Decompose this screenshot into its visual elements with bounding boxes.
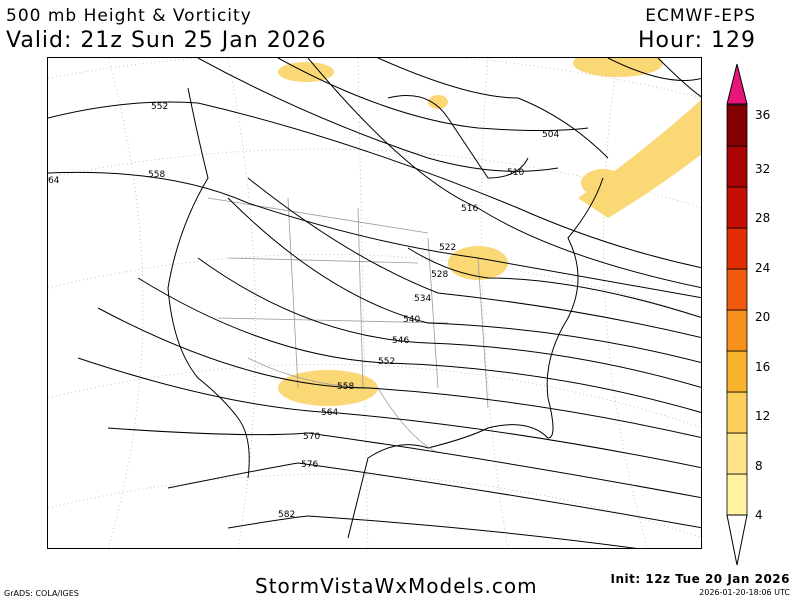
colorbar-box [726, 104, 748, 147]
valid-time: Valid: 21z Sun 25 Jan 2026 [6, 28, 327, 53]
generated-time: 2026-01-20-18:06 UTC [699, 588, 790, 597]
contour-label: 504 [542, 130, 559, 140]
height-contours [48, 58, 701, 548]
contour-labels: 552 558 64 504 510 516 522 528 534 540 5… [48, 102, 559, 520]
colorbar-tick: 4 [755, 508, 763, 522]
colorbar-top-arrow [726, 63, 748, 105]
contour-label: 540 [403, 315, 420, 325]
colorbar-boxes [726, 104, 748, 516]
contour-label: 510 [507, 168, 524, 178]
contour-label: 552 [151, 102, 168, 112]
contour-label: 558 [148, 170, 165, 180]
contour-label: 528 [431, 270, 448, 280]
contour-label: 564 [321, 408, 338, 418]
site-name: StormVistaWxModels.com [255, 574, 538, 598]
contour-label: 570 [303, 432, 320, 442]
contour-label: 576 [301, 460, 318, 470]
colorbar-tick: 12 [755, 409, 770, 423]
map-title: 500 mb Height & Vorticity [6, 6, 252, 26]
colorbar-tick: 24 [755, 261, 770, 275]
colorbar-tick: 16 [755, 360, 770, 374]
political-borders [207, 197, 489, 454]
grads-credit: GrADS: COLA/IGES [4, 589, 79, 598]
contour-label: 546 [392, 336, 409, 346]
colorbar-bottom-arrow [726, 514, 748, 566]
colorbar-box [726, 145, 748, 188]
colorbar-box [726, 268, 748, 311]
colorbar-tick: 36 [755, 108, 770, 122]
contour-label: 516 [461, 204, 478, 214]
coastlines [167, 87, 609, 539]
colorbar-box [726, 432, 748, 475]
model-name: ECMWF-EPS [645, 6, 756, 26]
forecast-hour: Hour: 129 [637, 28, 756, 53]
vorticity-colorbar: 4 8 12 16 20 24 28 32 36 [726, 63, 770, 566]
colorbar-tick: 20 [755, 310, 770, 324]
colorbar-box [726, 473, 748, 516]
contour-label: 552 [378, 357, 395, 367]
init-time: Init: 12z Tue 20 Jan 2026 [610, 572, 790, 586]
contour-label: 582 [278, 510, 295, 520]
map-panel: 552 558 64 504 510 516 522 528 534 540 5… [47, 57, 702, 549]
map-svg: 552 558 64 504 510 516 522 528 534 540 5… [48, 58, 701, 548]
colorbar-box [726, 186, 748, 229]
colorbar-box [726, 350, 748, 393]
colorbar-tick: 32 [755, 162, 770, 176]
colorbar-box [726, 227, 748, 270]
colorbar-box [726, 309, 748, 352]
contour-label: 534 [414, 294, 431, 304]
contour-label: 522 [439, 243, 456, 253]
colorbar-tick: 8 [755, 459, 763, 473]
latlon-grid [48, 58, 701, 548]
colorbar-tick: 28 [755, 211, 770, 225]
colorbar-box [726, 391, 748, 434]
vorticity-shading [278, 58, 701, 406]
contour-label: 558 [337, 382, 354, 392]
colorbar-ticks: 4 8 12 16 20 24 28 32 36 [755, 108, 770, 522]
contour-label: 64 [48, 176, 60, 186]
